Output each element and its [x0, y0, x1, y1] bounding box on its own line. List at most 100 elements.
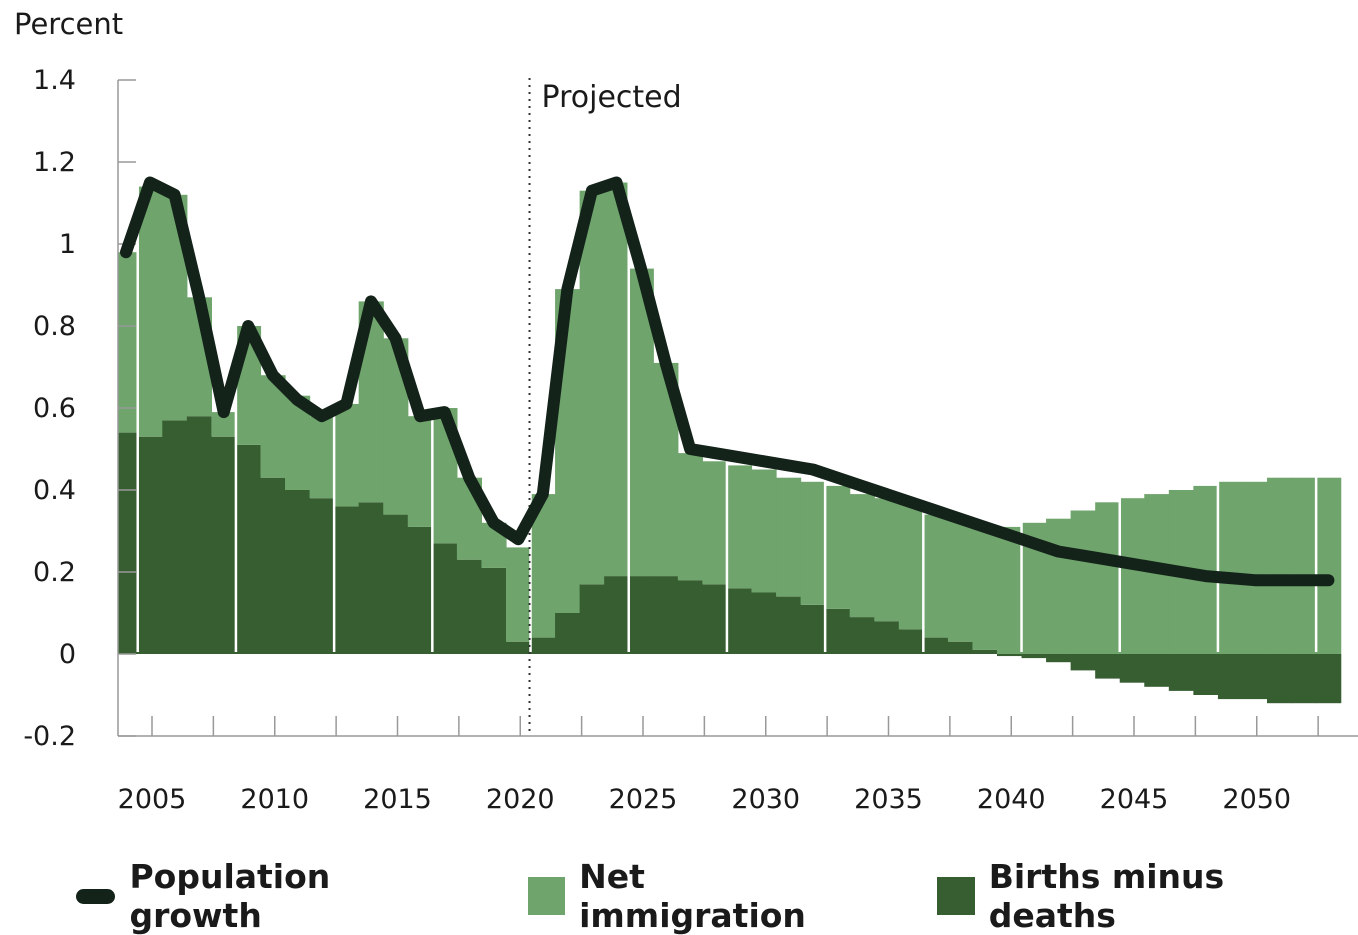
y-tick-label: 0.8	[33, 311, 76, 342]
y-axis-title: Percent	[14, 7, 123, 41]
bar-net-immigration-2012	[309, 416, 335, 499]
bar-net-immigration-2031	[776, 477, 802, 597]
x-tick-label: 2020	[486, 784, 555, 815]
y-tick-label: 0.2	[33, 557, 76, 588]
y-tick-label: 1	[59, 229, 76, 260]
x-tick-label: 2030	[731, 784, 800, 815]
bar-births-minus-deaths-2029	[726, 588, 753, 654]
x-tick-label: 2050	[1222, 784, 1291, 815]
bar-net-immigration-2023	[579, 190, 605, 585]
legend-swatch-population-growth	[76, 888, 116, 904]
x-tick-label: 2015	[363, 784, 432, 815]
legend-label-population-growth: Population growth	[129, 857, 331, 935]
bar-births-minus-deaths-2009	[235, 444, 262, 654]
x-tick-label: 2040	[977, 784, 1046, 815]
bar-net-immigration-2034	[849, 494, 875, 618]
bar-births-minus-deaths-2032	[800, 604, 826, 654]
bar-births-minus-deaths-2006	[162, 420, 188, 654]
bar-births-minus-deaths-2016	[407, 526, 433, 654]
legend-item-population-growth: Population growth	[76, 857, 470, 935]
bar-net-immigration-2052	[1291, 477, 1317, 654]
bar-births-minus-deaths-2046	[1144, 654, 1170, 687]
x-tick-label: 2005	[118, 784, 187, 815]
bar-net-immigration-2016	[407, 416, 433, 527]
bar-births-minus-deaths-2052	[1291, 654, 1317, 704]
bar-births-minus-deaths-2049	[1217, 654, 1244, 700]
bar-births-minus-deaths-2014	[358, 502, 384, 654]
bar-net-immigration-2027	[677, 453, 703, 581]
bar-births-minus-deaths-2038	[947, 641, 974, 654]
y-tick-label: 1.4	[33, 65, 76, 96]
bar-births-minus-deaths-2028	[702, 584, 728, 654]
legend-label-net-immigration: Net immigration	[579, 857, 806, 935]
bar-net-immigration-2039	[972, 526, 998, 650]
bar-births-minus-deaths-2027	[677, 580, 703, 654]
bar-births-minus-deaths-2050	[1242, 654, 1268, 700]
bar-net-immigration-2037	[923, 514, 949, 638]
bar-births-minus-deaths-2017	[432, 543, 458, 654]
legend-label-births-minus-deaths: Births minus deaths	[988, 857, 1225, 935]
bar-births-minus-deaths-2048	[1193, 654, 1219, 695]
bar-net-immigration-2033	[825, 485, 851, 609]
legend: Population growth Net immigration Births…	[76, 857, 1358, 935]
bar-births-minus-deaths-2033	[825, 608, 851, 654]
bar-net-immigration-2044	[1095, 502, 1121, 654]
bars-group	[118, 80, 1342, 704]
bar-net-immigration-2045	[1119, 498, 1145, 654]
bar-net-immigration-2049	[1217, 481, 1244, 654]
y-tick-label: -0.2	[23, 721, 76, 752]
bar-net-immigration-2030	[751, 469, 777, 593]
x-tick-label: 2045	[1100, 784, 1169, 815]
bar-births-minus-deaths-2053	[1316, 654, 1342, 704]
bar-births-minus-deaths-2021	[530, 637, 556, 654]
bar-births-minus-deaths-2008	[211, 436, 237, 654]
bar-births-minus-deaths-2010	[260, 477, 286, 654]
bar-births-minus-deaths-2012	[309, 498, 335, 654]
bar-net-immigration-2043	[1070, 510, 1096, 654]
bar-net-immigration-2013	[334, 403, 360, 507]
bar-births-minus-deaths-2047	[1168, 654, 1194, 691]
axes-group	[117, 78, 1358, 737]
bar-births-minus-deaths-2019	[481, 567, 507, 654]
bar-net-immigration-2036	[898, 502, 924, 630]
bar-births-minus-deaths-2011	[285, 490, 311, 654]
bar-births-minus-deaths-2020	[505, 641, 532, 654]
bar-births-minus-deaths-2025	[628, 576, 654, 654]
bar-births-minus-deaths-2015	[383, 514, 409, 654]
bar-net-immigration-2032	[800, 481, 826, 605]
bar-births-minus-deaths-2043	[1070, 654, 1096, 671]
bar-births-minus-deaths-2034	[849, 617, 875, 654]
bar-births-minus-deaths-2023	[579, 584, 605, 654]
bar-net-immigration-2051	[1267, 477, 1293, 654]
labels-group: 1.4 1.2 1 0.8 0.6 0.4 0.2 0 -0.2 2005 2010 2015 2020…	[14, 7, 1291, 815]
bar-births-minus-deaths-2044	[1095, 654, 1121, 679]
bar-net-immigration-2040	[996, 526, 1023, 654]
bar-net-immigration-2028	[702, 461, 728, 585]
bar-net-immigration-2029	[726, 465, 753, 589]
bar-births-minus-deaths-2004	[118, 432, 139, 654]
bar-net-immigration-2020	[505, 547, 532, 642]
x-tick-label: 2010	[240, 784, 309, 815]
bar-births-minus-deaths-2039	[972, 649, 998, 654]
bar-births-minus-deaths-2031	[776, 596, 802, 654]
bar-births-minus-deaths-2013	[334, 506, 360, 654]
x-tick-label: 2035	[854, 784, 923, 815]
y-tick-label: 1.2	[33, 147, 76, 178]
bar-births-minus-deaths-2045	[1119, 654, 1145, 683]
bar-births-minus-deaths-2030	[751, 592, 777, 654]
bar-births-minus-deaths-2022	[555, 613, 581, 654]
legend-swatch-births-minus-deaths	[937, 877, 975, 915]
bar-net-immigration-2005	[137, 186, 163, 437]
bar-births-minus-deaths-2024	[604, 576, 630, 654]
bar-net-immigration-2038	[947, 518, 974, 642]
legend-item-net-immigration: Net immigration	[527, 857, 880, 935]
y-tick-label: 0.6	[33, 393, 76, 424]
y-tick-label: 0.4	[33, 475, 76, 506]
bar-net-immigration-2050	[1242, 481, 1268, 654]
population-growth-layer	[120, 176, 1335, 587]
bar-net-immigration-2035	[874, 498, 900, 622]
bar-births-minus-deaths-2036	[898, 629, 924, 654]
bar-births-minus-deaths-2035	[874, 621, 900, 654]
y-tick-label: 0	[59, 639, 76, 670]
